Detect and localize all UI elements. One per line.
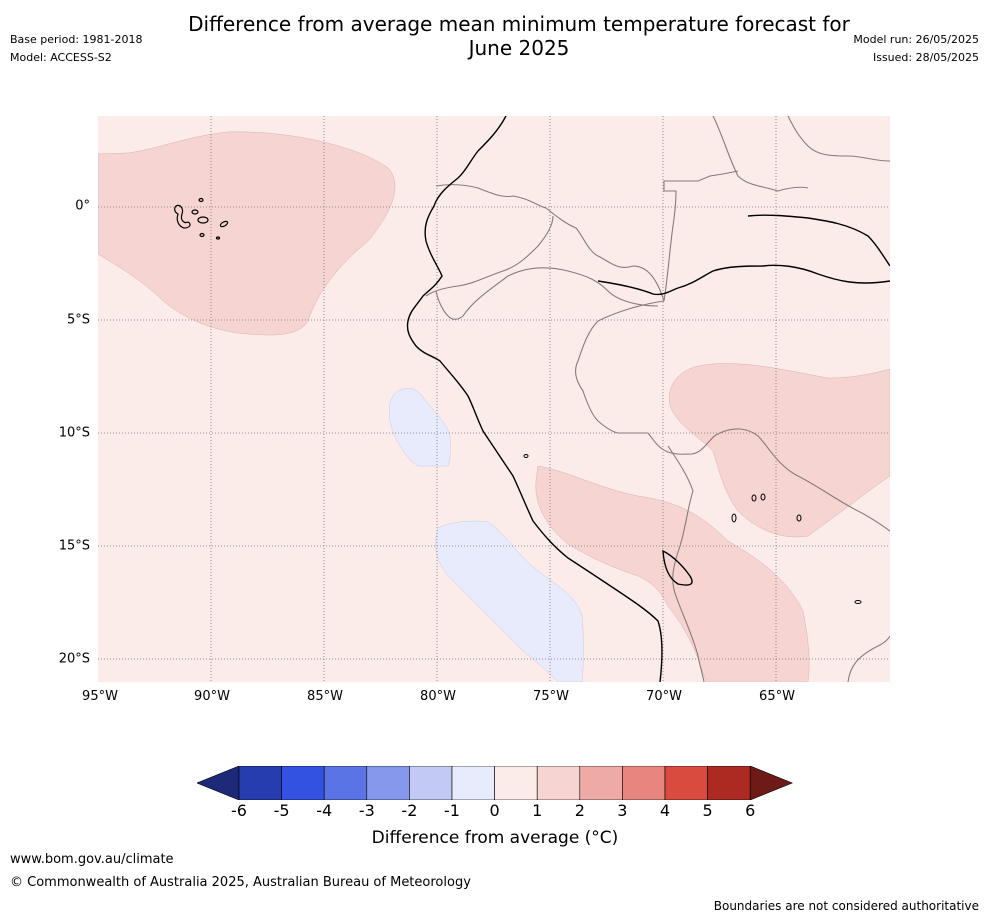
colorbar-tick-label: 6 <box>745 801 756 820</box>
cool-region-south <box>435 520 584 682</box>
warm-region-northwest <box>98 131 396 336</box>
colorbar-tick-label: 5 <box>702 801 713 820</box>
issued-date: Issued: 28/05/2025 <box>872 51 979 64</box>
lon-label-75w: 75°W <box>533 689 569 704</box>
colorbar-segment <box>238 766 282 800</box>
colorbar-segment <box>281 766 325 800</box>
lat-label-15s: 15°S <box>58 538 90 554</box>
border-bolivia-brazil <box>647 428 890 532</box>
country-borders <box>425 116 890 682</box>
colorbar-extend-low <box>197 766 240 800</box>
title-line-1: Difference from average mean minimum tem… <box>188 12 850 36</box>
colorbar-segment <box>536 766 581 800</box>
colorbar-segment <box>622 766 666 800</box>
lake-1 <box>751 494 757 502</box>
lake-4 <box>731 513 737 523</box>
colorbar-extend-high <box>749 766 793 800</box>
colorbar-tick-label: -5 <box>273 801 290 820</box>
lat-label-5s: 5°S <box>66 312 90 328</box>
warm-region-east <box>668 363 890 538</box>
graticule <box>98 116 890 682</box>
border-venezuela-north <box>787 116 890 162</box>
footer-disclaimer: Boundaries are not considered authoritat… <box>713 899 979 913</box>
colorbar-segment <box>494 766 538 800</box>
colorbar-tick-label: 0 <box>489 801 500 820</box>
colorbar-tick-label: -3 <box>358 801 375 820</box>
island-isabela <box>174 204 191 229</box>
island-small-3 <box>215 236 221 240</box>
map-svg <box>98 116 890 682</box>
border-bolivia-argentina <box>847 635 890 682</box>
anomaly-map <box>98 116 890 682</box>
galapagos-islands <box>174 197 229 240</box>
border-brazil-peru <box>574 300 665 434</box>
colorbar-segment <box>707 766 751 800</box>
lake-5 <box>854 600 862 604</box>
lon-label-90w: 90°W <box>194 689 230 704</box>
coast-pacific <box>406 116 663 682</box>
lon-label-80w: 80°W <box>420 689 456 704</box>
border-venezuela <box>712 116 809 192</box>
colorbar-segment <box>366 766 410 800</box>
lake-2 <box>760 493 766 501</box>
lake-6 <box>523 454 529 458</box>
border-colombia-ecuador <box>435 184 665 302</box>
border-ecuador-peru <box>425 215 554 297</box>
lon-label-95w: 95°W <box>82 689 118 704</box>
colorbar-segment <box>323 766 368 800</box>
island-san-cristobal <box>219 220 229 228</box>
colorbar-tick-label: 2 <box>574 801 585 820</box>
colorbar-tick-label: -4 <box>316 801 333 820</box>
lat-label-10s: 10°S <box>58 425 90 441</box>
colorbar-segment <box>451 766 495 800</box>
colorbar-tick-label: -6 <box>231 801 247 820</box>
island-santa-cruz <box>197 216 209 224</box>
colorbar-segment <box>664 766 708 800</box>
colorbar-tick-label: 4 <box>659 801 671 820</box>
colorbar-segment <box>409 766 453 800</box>
lat-label-0: 0° <box>75 198 90 214</box>
coast-titicaca <box>662 549 693 586</box>
base-period: Base period: 1981-2018 <box>10 33 143 46</box>
lake-3 <box>796 514 802 522</box>
colorbar <box>197 766 793 800</box>
river-amazon <box>597 264 890 296</box>
border-bolivia-chile <box>667 445 705 682</box>
coastlines <box>406 116 890 682</box>
map-title: Difference from average mean minimum tem… <box>150 12 888 60</box>
meta-left: Base period: 1981-2018 Model: ACCESS-S2 <box>10 31 142 67</box>
meta-right: Model run: 26/05/2025 Issued: 28/05/2025 <box>853 31 979 67</box>
border-peru-north <box>435 267 659 320</box>
inland-lakes <box>523 454 862 604</box>
lat-label-20s: 20°S <box>58 651 90 667</box>
title-line-2: June 2025 <box>468 36 570 60</box>
colorbar-tick-label: 3 <box>617 801 628 820</box>
island-small-1 <box>198 197 204 203</box>
lon-label-65w: 65°W <box>759 689 795 704</box>
model-run: Model run: 26/05/2025 <box>853 33 979 46</box>
cool-region-north <box>389 388 451 467</box>
island-santiago <box>191 209 199 215</box>
colorbar-label: Difference from average (°C) <box>371 828 619 848</box>
island-small-2 <box>199 232 205 238</box>
footer-copyright: © Commonwealth of Australia 2025, Austra… <box>10 875 471 890</box>
lon-label-70w: 70°W <box>646 689 682 704</box>
coast-upper-river <box>747 214 890 267</box>
colorbar-tick-label: 1 <box>532 801 543 820</box>
colorbar-tick-label: -1 <box>444 801 460 820</box>
border-brazil-colombia <box>663 170 739 302</box>
colorbar-segment <box>579 766 623 800</box>
model-name: Model: ACCESS-S2 <box>10 51 112 64</box>
colorbar-tick-label: -2 <box>401 801 418 820</box>
lon-label-85w: 85°W <box>307 689 343 704</box>
footer-url: www.bom.gov.au/climate <box>10 852 174 867</box>
